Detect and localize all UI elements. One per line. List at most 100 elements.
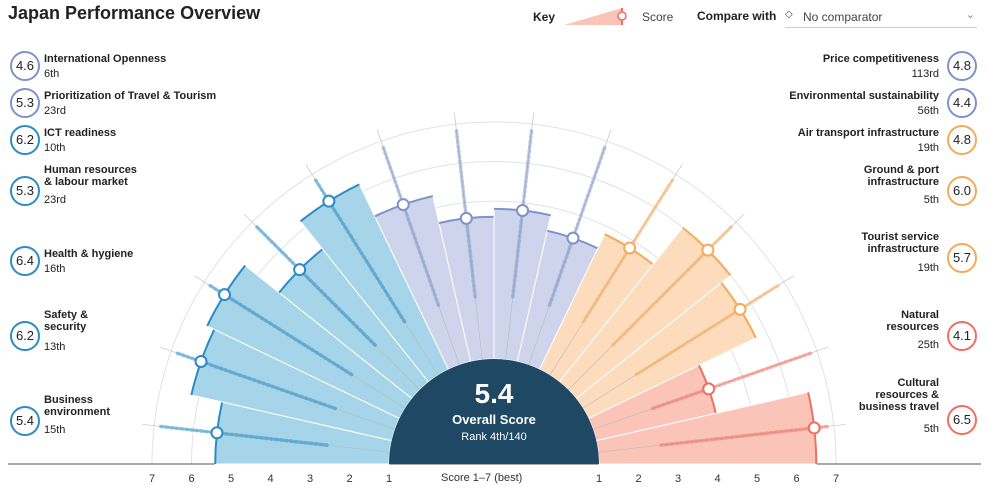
pillar-rank: 25th (917, 339, 939, 351)
pillar-name: Natural resources (886, 309, 939, 333)
pillar-name: Tourist service infrastructure (861, 231, 939, 255)
axis-tick-left: 5 (228, 473, 234, 485)
pillar-score-circle: 5.7 (947, 243, 977, 273)
axis-tick-right: 7 (833, 473, 839, 485)
score-marker-6 (396, 198, 410, 212)
pillar-label-environmental-sustainability[interactable]: 4.4 Environmental sustainability 56th (749, 88, 979, 128)
chevron-down-icon: ⌄ (965, 9, 975, 21)
distribution-streak (634, 282, 782, 377)
pillar-score-circle: 5.3 (10, 88, 40, 118)
axis-tick-left: 3 (307, 473, 313, 485)
pillar-label-prioritization[interactable]: 5.3 Prioritization of Travel & Tourism 2… (8, 88, 238, 128)
axis-tick-left: 1 (386, 473, 392, 485)
overall-disc (389, 359, 599, 464)
pillar-label-natural-resources[interactable]: 4.1 Natural resources 25th (749, 309, 979, 361)
axis-tick-right: 4 (714, 473, 720, 485)
overall-rank: Rank 4th/140 (461, 431, 527, 443)
pillar-rank: 23rd (44, 105, 67, 117)
axis-tick-right: 5 (754, 473, 760, 485)
pillar-label-cultural-resources[interactable]: 6.5 Cultural resources & business travel… (749, 377, 979, 445)
score-marker-13 (702, 382, 716, 396)
score-marker-10 (623, 241, 637, 255)
axis-note: Score 1–7 (best) (441, 472, 523, 484)
pillar-score-circle: 6.2 (10, 125, 40, 155)
grid-arc (151, 121, 837, 465)
comparator-select[interactable]: ◇ No comparator ⌄ (785, 5, 977, 28)
pillar-label-ict-readiness[interactable]: 6.2 ICT readiness 10th (8, 125, 238, 165)
axis-tick-right: 2 (635, 473, 641, 485)
pillar-label-tourist-service[interactable]: 5.7 Tourist service infrastructure 19th (749, 231, 979, 283)
pillar-name: Health & hygiene (44, 248, 134, 260)
compare-label: Compare with (697, 9, 777, 23)
distribution-streak (651, 350, 815, 411)
axis-tick-left: 6 (188, 473, 194, 485)
score-marker-11 (701, 243, 715, 257)
key-score-label: Score (642, 10, 674, 24)
pillar-label-health-hygiene[interactable]: 6.4 Health & hygiene 16th (8, 246, 238, 286)
distribution-streak (206, 282, 354, 377)
overall-score-panel: 5.4 Overall Score Rank 4th/140 (399, 378, 589, 443)
key-swatch-icon (564, 8, 627, 25)
score-marker-14 (807, 421, 821, 435)
score-marker-7 (459, 211, 473, 225)
pillar-rank: 13th (44, 341, 66, 353)
pillar-score-circle: 5.3 (10, 176, 40, 206)
score-marker-2 (194, 354, 208, 368)
axis-tick-right: 6 (793, 473, 799, 485)
pillar-score-circle: 6.4 (10, 246, 40, 276)
pillar-score-circle: 4.4 (947, 88, 977, 118)
pillar-name: Cultural resources & business travel (858, 377, 939, 413)
pillar-label-international-openness[interactable]: 4.6 International Openness 6th (8, 51, 238, 91)
pillar-name: Business environment (44, 394, 111, 418)
pillar-score-circle: 4.8 (947, 51, 977, 81)
pillar-label-price-competitiveness[interactable]: 4.8 Price competitiveness 113rd (749, 51, 979, 91)
pillar-rank: 15th (44, 424, 66, 436)
pillar-rank: 19th (917, 142, 939, 154)
pillar-score-circle: 5.4 (10, 406, 40, 436)
pillar-score-circle: 6.2 (10, 321, 40, 351)
comparator-value: No comparator (803, 10, 883, 24)
key-label: Key (533, 10, 556, 24)
pillar-name: Air transport infrastructure (797, 127, 939, 139)
pillar-label-ground-port[interactable]: 6.0 Ground & port infrastructure 5th (749, 164, 979, 216)
distribution-streak (380, 143, 441, 307)
axis-tick-right: 3 (675, 473, 681, 485)
distribution-streak (156, 424, 329, 447)
axis-tick-left: 4 (267, 473, 273, 485)
pillar-rank: 5th (923, 423, 939, 435)
pillar-score-circle: 6.5 (947, 405, 977, 435)
axis-tick-left: 7 (149, 473, 155, 485)
overall-score-label: Overall Score (452, 412, 536, 427)
pillar-score-circle: 4.8 (947, 125, 977, 155)
pillar-rank: 5th (923, 194, 939, 206)
pillar-name: Environmental sustainability (789, 90, 939, 102)
pillar-name: Prioritization of Travel & Tourism (44, 90, 217, 102)
pillar-rank: 16th (44, 263, 66, 275)
score-marker-5 (322, 194, 336, 208)
pillar-rank: 113rd (911, 68, 939, 80)
distribution-streak (253, 223, 377, 347)
axis-tick-right: 1 (596, 473, 602, 485)
pillar-rank: 23rd (44, 194, 67, 206)
pillar-rank: 19th (917, 262, 939, 274)
pillar-score-circle: 6.0 (947, 176, 977, 206)
pillar-score-circle: 4.6 (10, 51, 40, 81)
distribution-streak (547, 143, 608, 307)
pillar-score-circle: 4.1 (947, 321, 977, 351)
pillar-label-human-resources[interactable]: 5.3 Human resources & labour market 23rd (8, 164, 238, 216)
distribution-streak (659, 424, 832, 447)
diamond-icon: ◇ (785, 9, 793, 20)
pillar-rank: 10th (44, 142, 66, 154)
overall-score-value: 5.4 (474, 378, 514, 409)
score-marker-3 (217, 288, 231, 302)
pillar-name: International Openness (44, 53, 167, 65)
pillar-label-air-transport[interactable]: 4.8 Air transport infrastructure 19th (749, 125, 979, 165)
score-marker-1 (210, 426, 224, 440)
score-marker-8 (516, 204, 530, 218)
axis-tick-left: 2 (346, 473, 352, 485)
pillar-label-business-environment[interactable]: 5.4 Business environment 15th (8, 394, 238, 446)
distribution-streak (611, 223, 735, 347)
pillar-label-safety-security[interactable]: 6.2 Safety & security 13th (8, 309, 238, 361)
pillar-name: Safety & security (44, 309, 89, 333)
